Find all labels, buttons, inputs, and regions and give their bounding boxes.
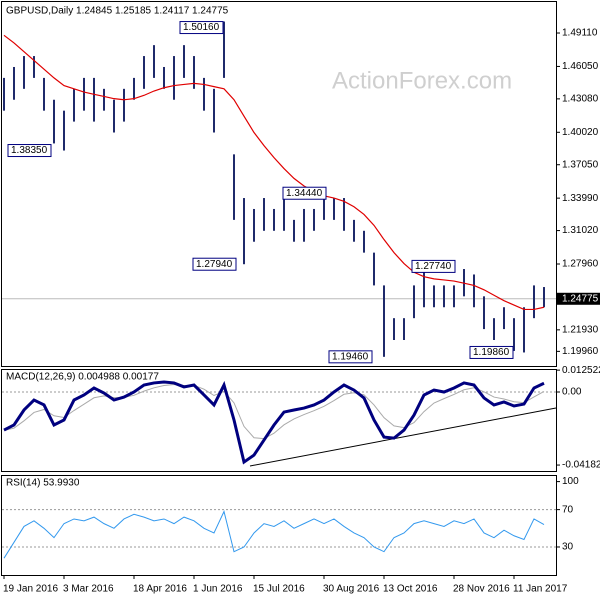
y-tick-label: 1.43080 [562, 94, 599, 105]
y-tick-label: 1.21930 [562, 324, 599, 335]
y-tick-label: 1.40020 [562, 127, 599, 138]
macd-header: MACD(12,26,9) 0.004988 0.00177 [6, 372, 159, 383]
y-tick-label: 1.33990 [562, 193, 599, 204]
annotation-box [179, 21, 224, 35]
annotation-label: 1.27740 [415, 261, 452, 272]
trend-line [249, 407, 557, 467]
annotation-label: 1.19860 [473, 347, 510, 358]
x-tick-label: 1 Jun 2016 [193, 584, 243, 595]
y-tick-label: 0.00 [562, 387, 582, 398]
signal-line [3, 383, 545, 440]
annotation-box [7, 144, 52, 158]
annotation-box [192, 257, 237, 271]
last-price-box [557, 292, 600, 305]
y-tick-label: 1.19960 [562, 346, 599, 357]
watermark: ActionForex.com [332, 67, 512, 94]
y-tick-label: 30 [562, 542, 574, 553]
x-tick-label: 3 Mar 2016 [63, 584, 114, 595]
x-tick-label: 13 Oct 2016 [383, 584, 438, 595]
macd-panel [1, 369, 557, 472]
rsi-header: RSI(14) 53.9930 [6, 478, 80, 489]
annotation-label: 1.50160 [183, 22, 220, 33]
annotation-box [328, 350, 373, 364]
annotation-box [469, 345, 514, 359]
y-tick-label: 100 [562, 476, 579, 487]
y-tick-label: 1.37050 [562, 159, 599, 170]
annotation-box [282, 186, 327, 200]
x-tick-label: 18 Apr 2016 [133, 584, 187, 595]
y-tick-label: 1.31020 [562, 225, 599, 236]
x-tick-label: 19 Jan 2016 [3, 584, 58, 595]
annotation-label: 1.34440 [286, 188, 323, 199]
rsi-line [3, 509, 545, 559]
annotation-label: 1.27940 [196, 259, 233, 270]
x-tick-label: 11 Jan 2017 [513, 584, 568, 595]
x-tick-label: 28 Nov 2016 [453, 584, 510, 595]
annotation-box [411, 259, 456, 273]
y-tick-label: 1.49110 [562, 28, 598, 39]
macd-line [3, 380, 545, 465]
annotation-label: 1.19460 [332, 351, 369, 362]
y-tick-label: 1.46050 [562, 61, 599, 72]
price-header: GBPUSD,Daily 1.24845 1.25185 1.24117 1.2… [6, 6, 229, 17]
moving-average [3, 34, 545, 311]
annotation-label: 1.38350 [11, 145, 48, 156]
x-tick-label: 15 Jul 2016 [253, 584, 305, 595]
last-price-label: 1.24775 [562, 293, 599, 304]
y-tick-label: -0.041823 [562, 460, 600, 471]
y-tick-label: 1.27960 [562, 259, 599, 270]
price-panel [1, 1, 557, 367]
y-tick-label: 70 [562, 504, 574, 515]
y-tick-label: 0.012522 [562, 365, 600, 376]
rsi-panel [1, 475, 557, 576]
x-tick-label: 30 Aug 2016 [323, 584, 380, 595]
